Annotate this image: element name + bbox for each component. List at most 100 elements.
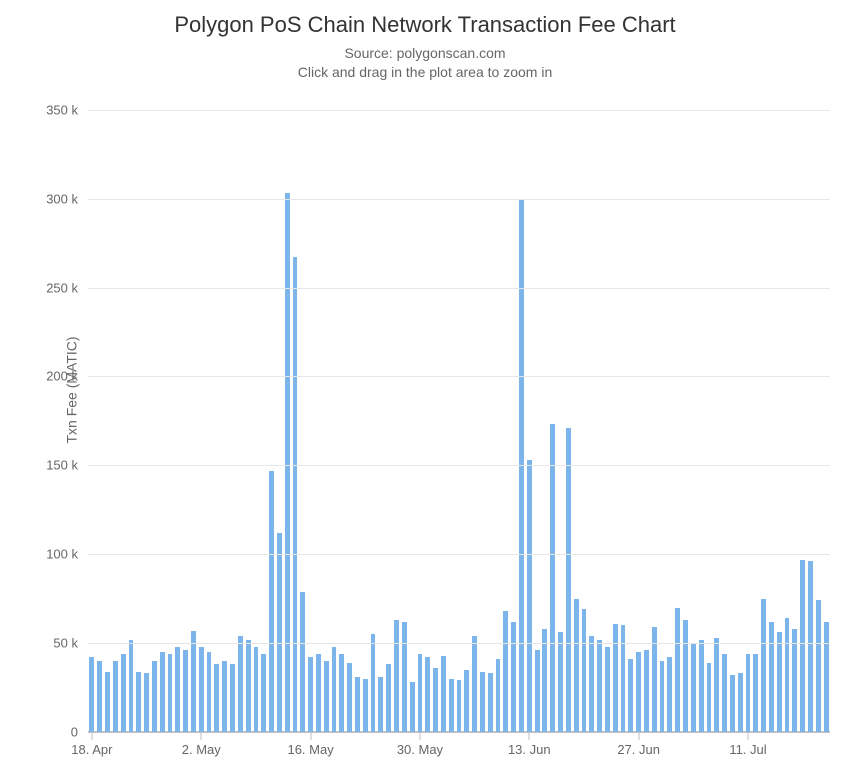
bar[interactable] <box>683 620 688 732</box>
bar[interactable] <box>691 643 696 732</box>
bar[interactable] <box>605 647 610 732</box>
y-tick-label: 150 k <box>46 458 88 473</box>
bar[interactable] <box>464 670 469 732</box>
bar[interactable] <box>332 647 337 732</box>
bar[interactable] <box>753 654 758 732</box>
plot-area[interactable]: 050 k100 k150 k200 k250 k300 k350 k18. A… <box>88 92 830 732</box>
bar[interactable] <box>574 599 579 732</box>
bar[interactable] <box>496 659 501 732</box>
bar[interactable] <box>105 672 110 732</box>
bar[interactable] <box>371 634 376 732</box>
y-tick-label: 350 k <box>46 102 88 117</box>
bar[interactable] <box>386 664 391 732</box>
bar[interactable] <box>433 668 438 732</box>
bar[interactable] <box>378 677 383 732</box>
bar[interactable] <box>800 560 805 732</box>
bar[interactable] <box>410 682 415 732</box>
bar[interactable] <box>675 608 680 732</box>
bar[interactable] <box>558 632 563 732</box>
bar[interactable] <box>222 661 227 732</box>
bar[interactable] <box>472 636 477 732</box>
bar[interactable] <box>285 193 290 732</box>
bar[interactable] <box>761 599 766 732</box>
bar[interactable] <box>441 656 446 732</box>
bar[interactable] <box>300 592 305 732</box>
bar[interactable] <box>425 657 430 732</box>
bar[interactable] <box>535 650 540 732</box>
bar[interactable] <box>144 673 149 732</box>
bar[interactable] <box>308 657 313 732</box>
bar[interactable] <box>660 661 665 732</box>
bar[interactable] <box>394 620 399 732</box>
bar[interactable] <box>699 640 704 732</box>
bar[interactable] <box>613 624 618 732</box>
bar[interactable] <box>566 428 571 732</box>
bar[interactable] <box>527 460 532 732</box>
bar[interactable] <box>238 636 243 732</box>
bar[interactable] <box>168 654 173 732</box>
bar[interactable] <box>667 657 672 732</box>
bar[interactable] <box>621 625 626 732</box>
bar[interactable] <box>363 679 368 732</box>
y-axis-title: Txn Fee (MATIC) <box>64 336 80 443</box>
bar[interactable] <box>777 632 782 732</box>
bar[interactable] <box>254 647 259 732</box>
bar[interactable] <box>347 663 352 732</box>
bar[interactable] <box>511 622 516 732</box>
bar[interactable] <box>293 257 298 732</box>
bar[interactable] <box>160 652 165 732</box>
bar[interactable] <box>816 600 821 732</box>
bar[interactable] <box>503 611 508 732</box>
bar[interactable] <box>230 664 235 732</box>
bar[interactable] <box>628 659 633 732</box>
bar[interactable] <box>355 677 360 732</box>
bar[interactable] <box>129 640 134 732</box>
bar[interactable] <box>261 654 266 732</box>
bar[interactable] <box>183 650 188 732</box>
bar[interactable] <box>785 618 790 732</box>
y-tick-label: 50 k <box>53 636 88 651</box>
bar[interactable] <box>644 650 649 732</box>
bar[interactable] <box>246 640 251 732</box>
bar[interactable] <box>589 636 594 732</box>
bar[interactable] <box>707 663 712 732</box>
bar[interactable] <box>97 661 102 732</box>
bar[interactable] <box>457 680 462 732</box>
bar[interactable] <box>207 652 212 732</box>
bar[interactable] <box>339 654 344 732</box>
bar[interactable] <box>136 672 141 732</box>
bar[interactable] <box>738 673 743 732</box>
bar[interactable] <box>316 654 321 732</box>
bar[interactable] <box>418 654 423 732</box>
bar[interactable] <box>792 629 797 732</box>
bar[interactable] <box>550 424 555 732</box>
x-tick-label: 30. May <box>397 732 443 757</box>
bar[interactable] <box>542 629 547 732</box>
bar[interactable] <box>277 533 282 732</box>
bar[interactable] <box>121 654 126 732</box>
bar[interactable] <box>808 561 813 732</box>
bar[interactable] <box>769 622 774 732</box>
bar[interactable] <box>191 631 196 732</box>
bar[interactable] <box>324 661 329 732</box>
bar[interactable] <box>199 647 204 732</box>
bar[interactable] <box>175 647 180 732</box>
x-tick-label: 2. May <box>182 732 221 757</box>
bar[interactable] <box>269 471 274 732</box>
bar[interactable] <box>449 679 454 732</box>
bar[interactable] <box>113 661 118 732</box>
bar[interactable] <box>214 664 219 732</box>
bar[interactable] <box>402 622 407 732</box>
bar[interactable] <box>89 657 94 732</box>
bar[interactable] <box>730 675 735 732</box>
bar[interactable] <box>597 640 602 732</box>
bar[interactable] <box>824 622 829 732</box>
bar[interactable] <box>480 672 485 732</box>
bar[interactable] <box>722 654 727 732</box>
bar[interactable] <box>582 609 587 732</box>
bar[interactable] <box>636 652 641 732</box>
bar[interactable] <box>746 654 751 732</box>
bar[interactable] <box>488 673 493 732</box>
bar[interactable] <box>714 638 719 732</box>
bar[interactable] <box>152 661 157 732</box>
